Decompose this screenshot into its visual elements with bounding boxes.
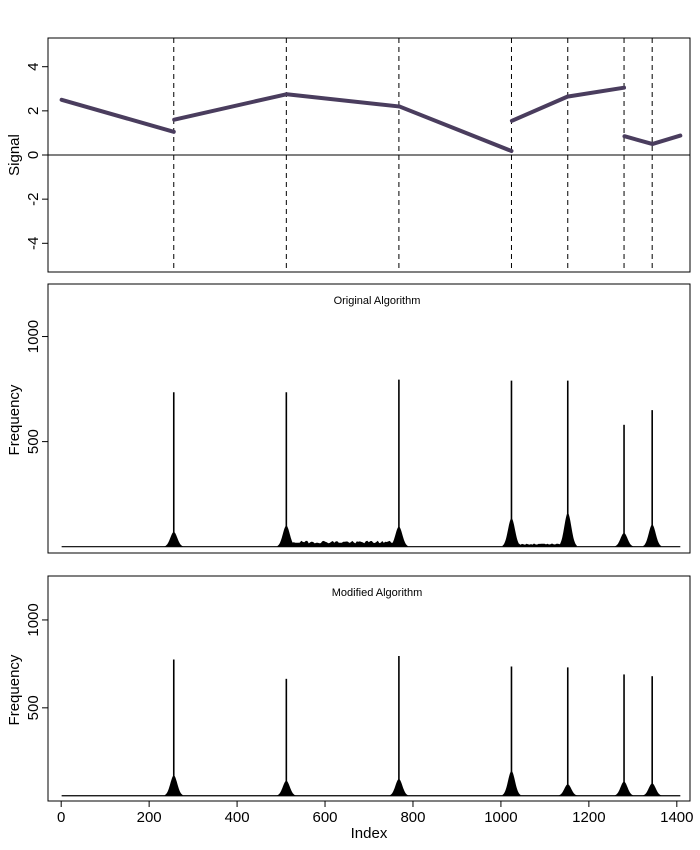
y-tick-label: 500 [25,429,42,454]
y-tick-label: 1000 [25,320,42,353]
y-tick-label: 1000 [25,603,42,636]
noise-region [511,543,568,547]
signal-segment [284,92,401,109]
x-tick-label: 600 [313,809,338,826]
signal-segment [397,104,514,154]
modified-plot-frame [47,575,691,802]
signal-segment [622,134,655,146]
noise-region [286,540,399,547]
modified-y-axis-label: Frequency [6,654,23,725]
original-plot-frame [47,283,691,554]
original-algorithm-panel: Original Algorithm 500 1000 Frequency [6,283,691,554]
x-tick-label: 400 [225,809,250,826]
y-tick-label: -2 [25,192,42,205]
signal-panel: -4 -2 0 2 4 Signal [6,37,691,273]
signal-segment [59,97,176,134]
x-tick-label: 800 [400,809,425,826]
signal-segment [172,92,289,122]
y-tick-label: 500 [25,695,42,720]
x-tick-label: 200 [137,809,162,826]
signal-segment [650,133,683,146]
y-tick-label: 4 [25,63,42,71]
modified-algorithm-panel: Modified Algorithm 500 1000 0 200 400 600 800… [6,575,693,842]
y-tick-label: 2 [25,107,42,115]
x-axis-label: Index [351,825,388,842]
y-tick-label: 0 [25,151,42,159]
x-tick-label: 0 [57,809,65,826]
modified-algorithm-title: Modified Algorithm [332,587,423,599]
x-tick-label: 1000 [484,809,517,826]
original-algorithm-title: Original Algorithm [334,295,421,307]
original-y-axis-label: Frequency [6,384,23,455]
signal-y-axis-label: Signal [6,134,23,176]
x-tick-label: 1200 [572,809,605,826]
x-tick-label: 1400 [660,809,693,826]
signal-segment [566,85,627,99]
signal-segment [509,94,570,123]
y-tick-label: -4 [25,237,42,250]
